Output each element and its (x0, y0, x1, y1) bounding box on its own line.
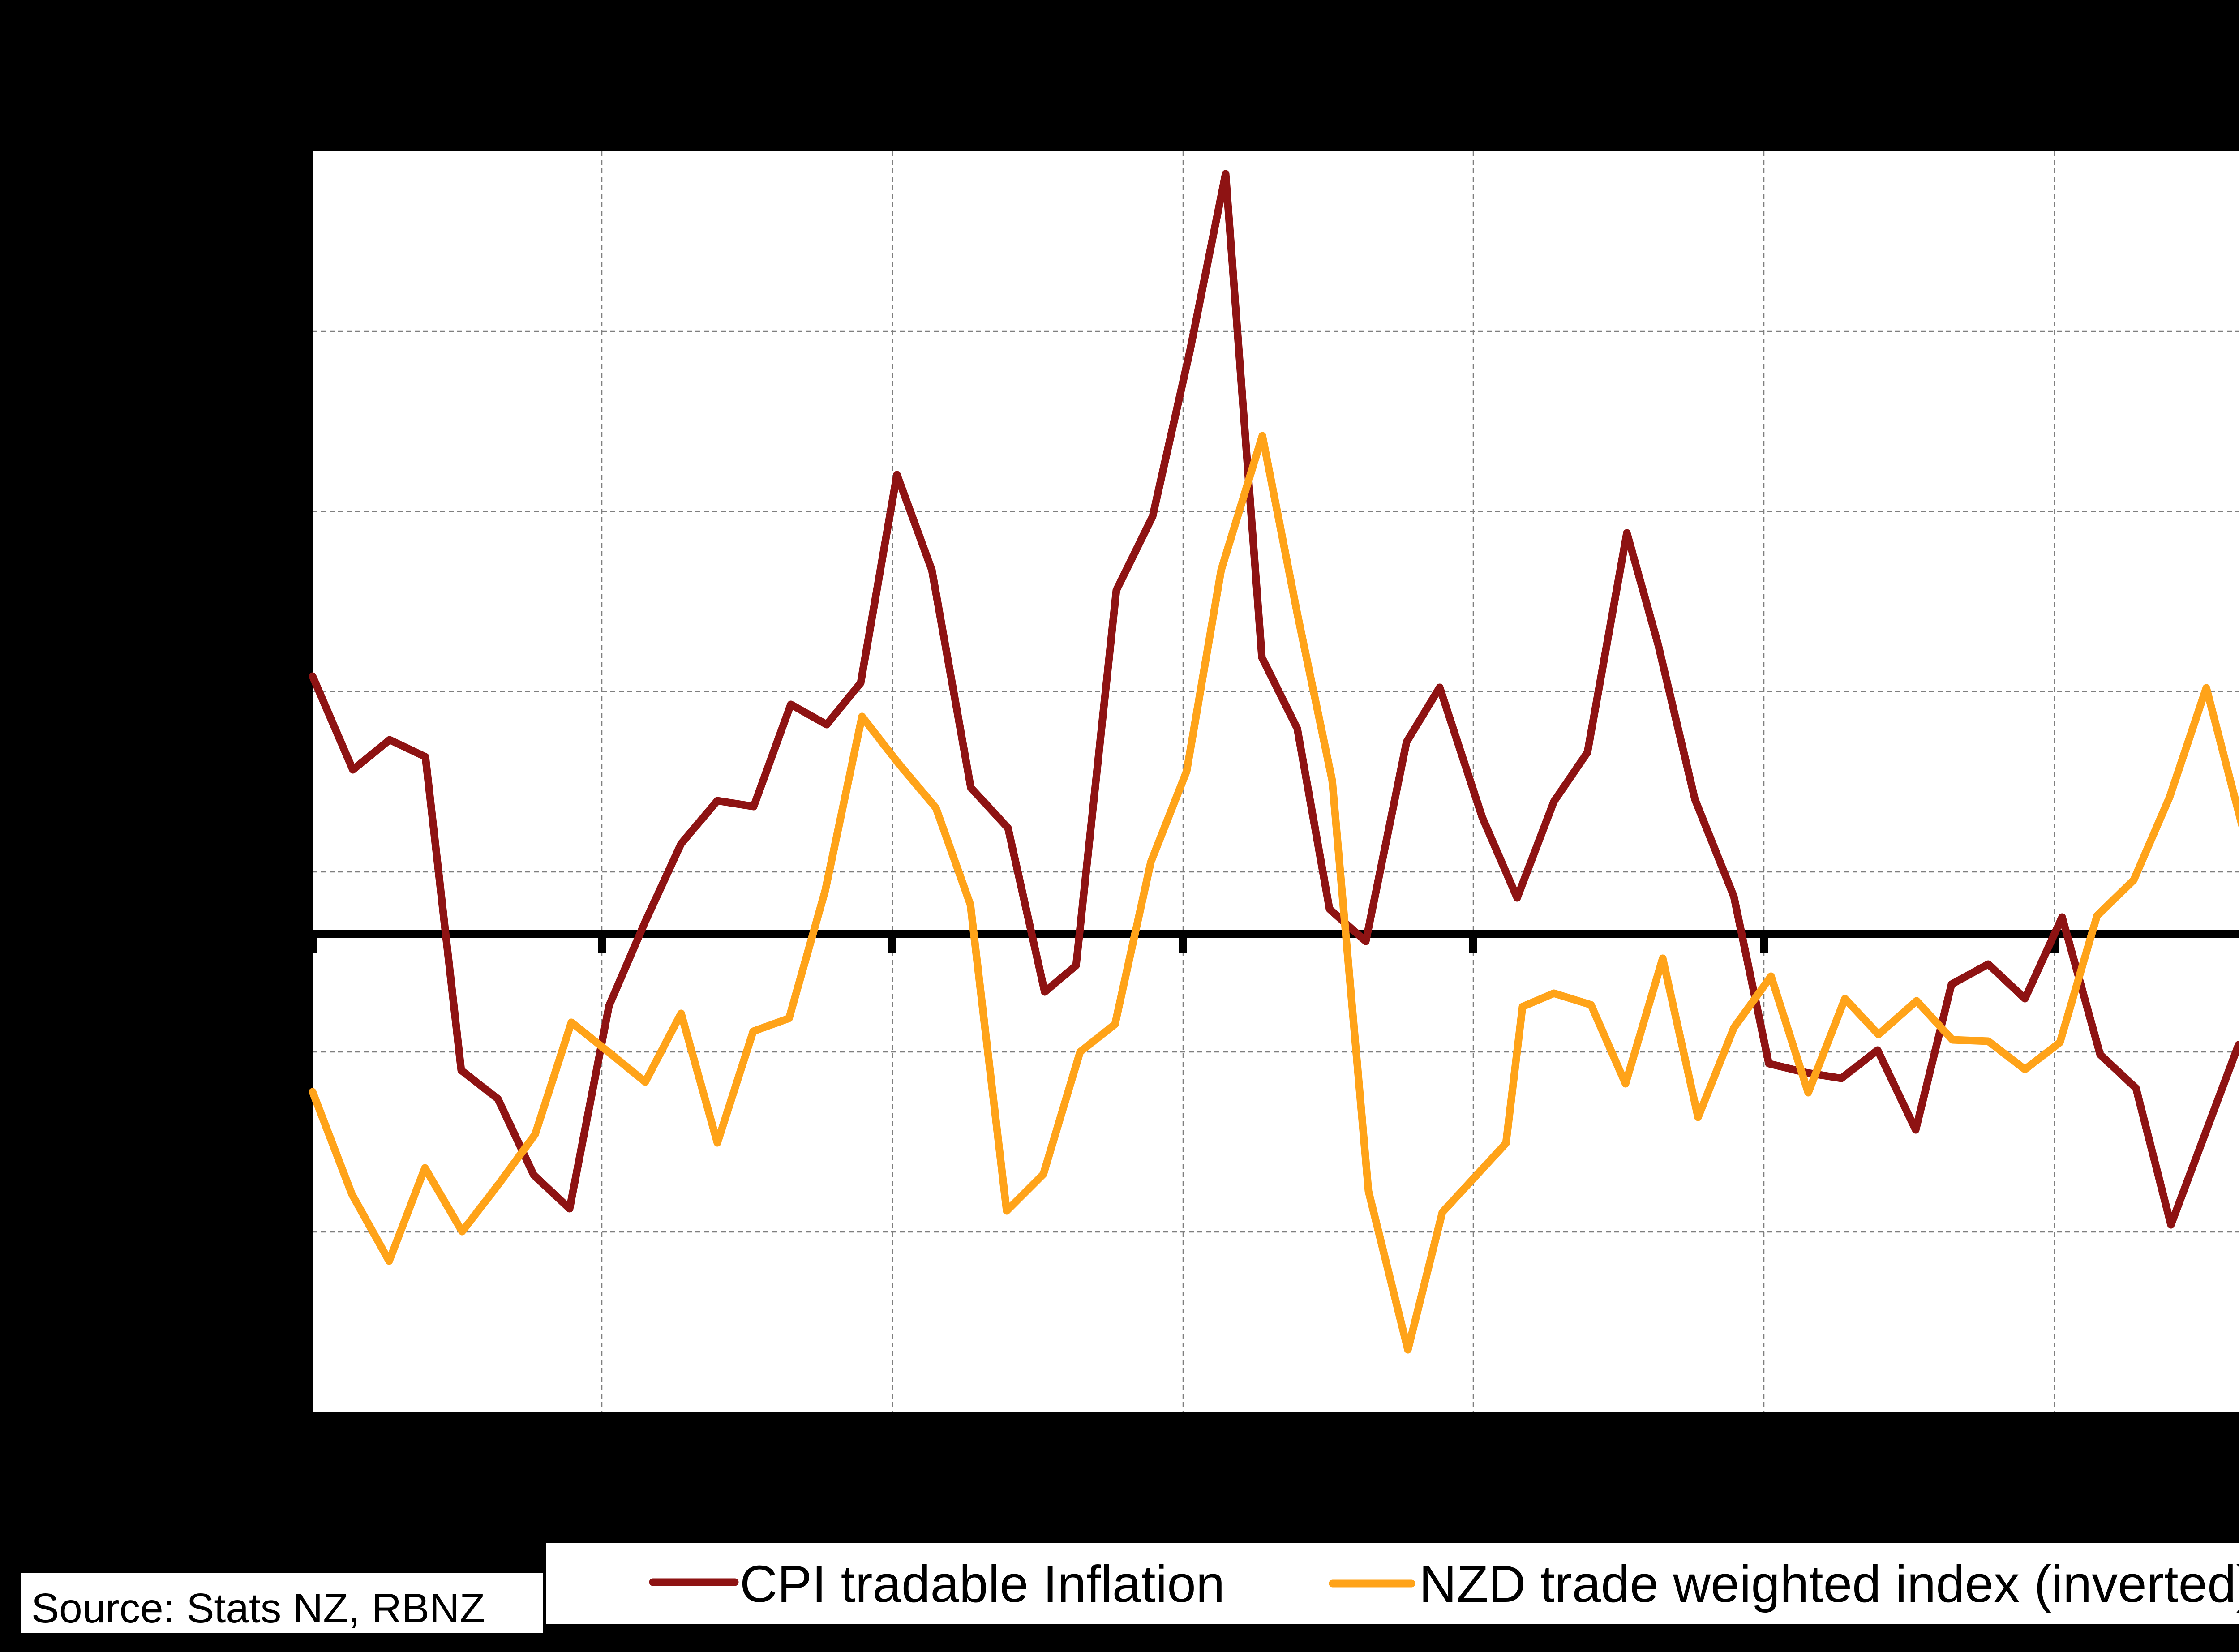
svg-text:Jun 10: Jun 10 (1394, 1449, 1555, 1509)
svg-text:-1.0%: -1.0% (151, 1029, 262, 1076)
svg-text:6.5%: 6.5% (165, 128, 262, 176)
svg-text:2.0%: 2.0% (165, 668, 262, 716)
svg-text:-2.5%: -2.5% (151, 1209, 262, 1256)
svg-text:Tradable CPI inflation (yoy %: Tradable CPI inflation (yoy % change) (21, 414, 78, 1279)
svg-text:NZD trade weighted index (inve: NZD trade weighted index (inverted) (1419, 1555, 2239, 1613)
svg-text:Jun 04: Jun 04 (523, 1449, 684, 1509)
svg-text:Jun 14: Jun 14 (1975, 1449, 2136, 1509)
svg-text:Jun 02: Jun 02 (232, 1449, 393, 1509)
svg-text:3.5%: 3.5% (165, 488, 262, 536)
svg-text:Jun 08: Jun 08 (1104, 1449, 1265, 1509)
svg-text:Jun 06: Jun 06 (813, 1449, 974, 1509)
svg-text:-4.0%: -4.0% (151, 1389, 262, 1436)
svg-text:CPI tradable Inflation: CPI tradable Inflation (740, 1555, 1225, 1613)
svg-text:0.5%: 0.5% (165, 849, 262, 896)
svg-text:Source: Stats NZ, RBNZ: Source: Stats NZ, RBNZ (31, 1585, 485, 1631)
svg-text:Jun 12: Jun 12 (1685, 1449, 1846, 1509)
svg-text:Tradable CPI and NZD trade wei: Tradable CPI and NZD trade weighted inde… (650, 38, 2057, 118)
svg-text:5.0%: 5.0% (165, 308, 262, 356)
